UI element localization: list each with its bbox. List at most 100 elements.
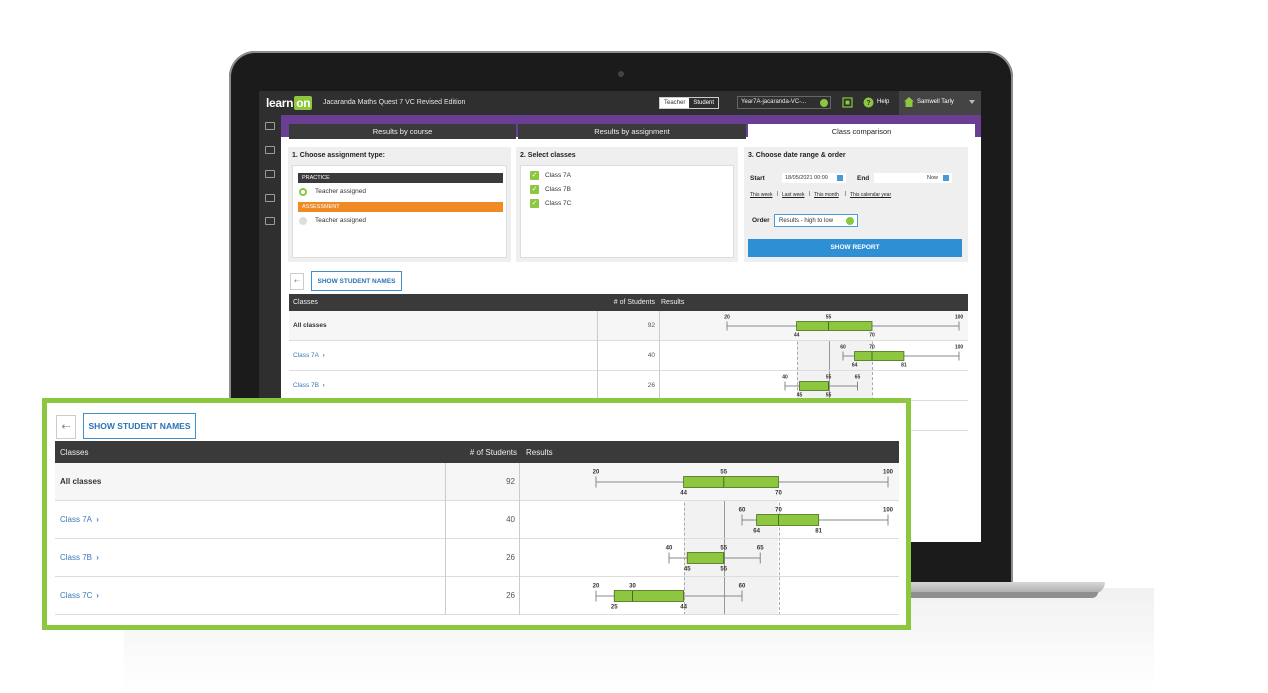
table-row[interactable] — [55, 577, 899, 615]
col-students: # of Students — [613, 299, 655, 306]
back-arrow-icon[interactable]: ⇠ — [290, 273, 304, 290]
shortcut-this-month[interactable]: This month — [814, 192, 839, 198]
class-option-7a: Class 7A — [545, 172, 572, 179]
shortcut-last-week[interactable]: Last week — [782, 192, 805, 198]
column-divider — [519, 463, 520, 501]
list-icon[interactable] — [265, 146, 275, 154]
box-plot: 60 70 100 64 81 — [840, 345, 963, 369]
zoom-callout: ⇠ SHOW STUDENT NAMES Classes # of Studen… — [42, 398, 911, 630]
q3-label: 55 — [826, 393, 832, 399]
shortcut-this-week[interactable]: This week — [750, 192, 773, 198]
tick-icon — [820, 99, 828, 107]
class-option-7c: Class 7C — [545, 200, 572, 207]
shortcut-separator: | — [845, 191, 847, 197]
q1-label: 45 — [797, 393, 803, 399]
q3-label: 44 — [680, 605, 687, 611]
show-report-button[interactable]: SHOW REPORT — [748, 239, 962, 257]
role-student-button[interactable]: Student — [689, 98, 719, 108]
help-icon[interactable]: ? — [863, 97, 874, 108]
user-menu[interactable]: Samwell Tarly — [899, 91, 981, 115]
role-teacher-button[interactable]: Teacher — [660, 98, 690, 108]
help-link[interactable]: Help — [877, 99, 890, 105]
practice-radio[interactable] — [299, 188, 307, 196]
end-date-field[interactable]: Now — [874, 173, 952, 183]
course-title: Jacaranda Maths Quest 7 VC Revised Editi… — [323, 99, 466, 106]
table-row[interactable] — [55, 501, 899, 539]
column-divider — [519, 577, 520, 615]
col-results: Results — [526, 448, 553, 457]
q1-label: 64 — [852, 363, 858, 369]
top-bar: learn on Jacaranda Maths Quest 7 VC Revis… — [259, 91, 981, 115]
show-student-names-button[interactable]: SHOW STUDENT NAMES — [311, 271, 402, 291]
results-table-header: Classes # of Students Results — [55, 441, 899, 463]
table-row[interactable] — [55, 539, 899, 577]
tick-icon[interactable]: ✓ — [530, 199, 539, 208]
results-table-header: Classes # of Students Results — [289, 294, 968, 311]
median-label: 55 — [826, 315, 832, 321]
panel-heading: 2. Select classes — [520, 152, 576, 159]
box-plot: 20 55 100 44 70 — [724, 315, 963, 339]
min-label: 60 — [739, 508, 746, 514]
panel-assignment-type: 1. Choose assignment type: PRACTICE Teac… — [288, 147, 511, 262]
max-label: 65 — [757, 546, 764, 552]
class-link[interactable]: Class 7B — [293, 381, 320, 389]
column-divider — [659, 371, 660, 401]
student-count: 92 — [647, 321, 655, 329]
award-icon[interactable] — [265, 217, 275, 225]
tab-results-by-assignment[interactable]: Results by assignment — [518, 124, 746, 139]
median-label: 70 — [869, 345, 875, 351]
column-divider — [445, 539, 446, 577]
practice-option-label: Teacher assigned — [315, 188, 366, 195]
tick-icon[interactable]: ✓ — [530, 185, 539, 194]
class-selector[interactable]: Year7A-jacaranda-VC-... — [737, 96, 831, 109]
class-link[interactable]: Class 7C — [60, 591, 93, 600]
tab-results-by-course[interactable]: Results by course — [289, 124, 516, 139]
q1-label: 44 — [794, 333, 800, 339]
assignment-type-box: PRACTICE Teacher assigned ASSESSMENT Tea… — [292, 165, 507, 258]
box-plot: 60 70 100 64 81 — [739, 508, 894, 535]
home-icon — [904, 97, 914, 107]
learnon-logo[interactable]: learn on — [266, 96, 313, 110]
class-link[interactable]: Class 7B — [60, 553, 93, 562]
show-student-names-button[interactable]: SHOW STUDENT NAMES — [83, 413, 196, 439]
assessment-radio[interactable] — [299, 217, 307, 225]
q3-label: 70 — [775, 491, 782, 497]
reports-icon[interactable] — [265, 194, 275, 202]
dashboard-icon[interactable] — [265, 122, 275, 130]
median-reference-line — [828, 311, 830, 431]
table-row[interactable] — [289, 341, 968, 371]
class-link[interactable]: Class 7A — [293, 351, 320, 359]
median-label: 55 — [826, 375, 832, 381]
laptop-base-edge — [908, 592, 1098, 598]
student-count: 92 — [506, 477, 515, 486]
tab-class-comparison[interactable]: Class comparison — [748, 124, 975, 139]
column-divider — [597, 341, 598, 371]
start-date-field[interactable]: 18/05/2021 00:00 — [782, 173, 846, 183]
shortcut-this-calendar-year[interactable]: This calendar year — [850, 192, 892, 198]
assignment-icon[interactable] — [265, 170, 275, 178]
svg-text:?: ? — [866, 100, 870, 107]
end-date-value: Now — [926, 175, 938, 181]
row-label: All classes — [60, 477, 102, 486]
shortcut-separator: | — [809, 191, 811, 197]
assessment-option-label: Teacher assigned — [315, 217, 366, 224]
role-toggle[interactable]: Teacher Student — [659, 97, 720, 109]
class-link[interactable]: Class 7A — [60, 515, 93, 524]
back-arrow-icon[interactable]: ⇠ — [56, 415, 76, 439]
quartile-reference-line — [872, 311, 873, 431]
box-plot: 40 55 65 45 55 — [666, 546, 765, 573]
fullscreen-icon[interactable] — [842, 97, 853, 108]
quartile-reference-line — [683, 463, 685, 615]
q1-label: 44 — [680, 491, 687, 497]
iqr-box — [686, 552, 725, 564]
tick-icon[interactable]: ✓ — [530, 171, 539, 180]
iqr-box — [796, 321, 873, 331]
col-classes: Classes — [60, 448, 89, 457]
start-date-value: 18/05/2021 00:00 — [785, 175, 828, 181]
order-select[interactable]: Results - high to low — [774, 214, 858, 227]
max-label: 65 — [855, 375, 861, 381]
panel-select-classes: 2. Select classes ✓ Class 7A ✓ Class 7B … — [516, 147, 738, 262]
logo-on-badge: on — [294, 96, 313, 110]
student-count: 40 — [647, 351, 655, 359]
column-divider — [445, 501, 446, 539]
